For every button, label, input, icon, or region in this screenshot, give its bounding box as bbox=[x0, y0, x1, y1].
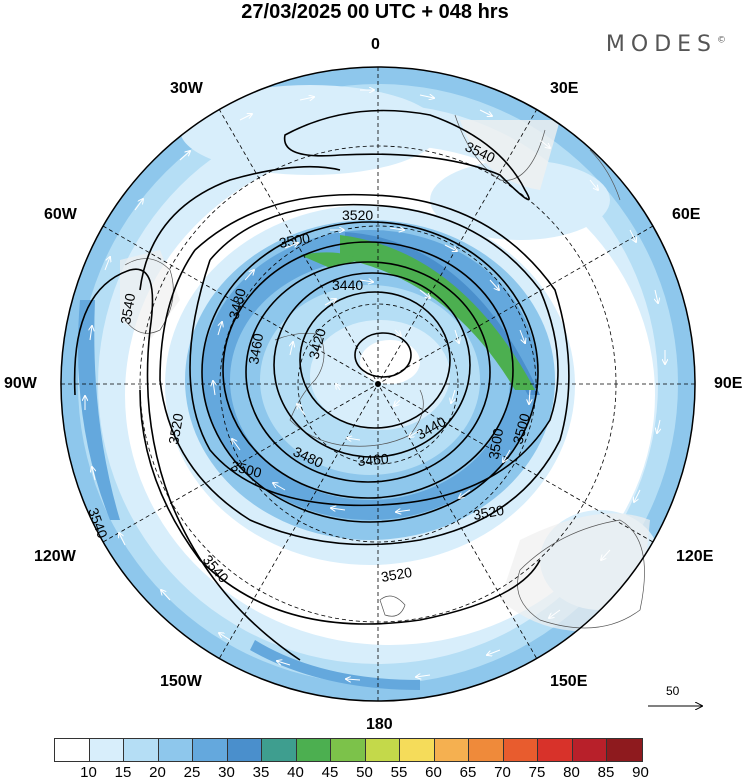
lon-label-150w: 150W bbox=[160, 673, 202, 690]
coastlines bbox=[124, 114, 645, 629]
colorbar-swatch bbox=[572, 739, 607, 761]
colorbar-tick-label: 15 bbox=[114, 764, 132, 781]
colorbar-tick-label: 80 bbox=[563, 764, 580, 781]
polar-map: 3540 3520 3500 3480 3460 3440 3420 3520 … bbox=[60, 66, 750, 740]
svg-text:3440: 3440 bbox=[332, 277, 363, 293]
wind-scale-label: 50 bbox=[666, 684, 680, 698]
colorbar-swatch bbox=[538, 739, 573, 761]
svg-text:3500: 3500 bbox=[485, 427, 506, 461]
colorbar-swatch bbox=[365, 739, 400, 761]
lon-label-60e: 60E bbox=[672, 206, 701, 223]
lon-label-30w: 30W bbox=[170, 80, 203, 97]
colorbar-swatch bbox=[607, 739, 642, 761]
lon-label-90w: 90W bbox=[4, 375, 37, 392]
colorbar-swatch bbox=[227, 739, 262, 761]
colorbar-swatch bbox=[469, 739, 504, 761]
lon-label-180: 180 bbox=[366, 716, 393, 733]
lon-label-30e: 30E bbox=[550, 80, 579, 97]
svg-text:3420: 3420 bbox=[305, 326, 329, 360]
svg-text:3520: 3520 bbox=[380, 564, 414, 585]
map-boundary bbox=[60, 66, 696, 702]
colorbar-swatch bbox=[503, 739, 538, 761]
south-pole-marker bbox=[375, 381, 381, 387]
colorbar-tick-label: 75 bbox=[528, 764, 546, 781]
colorbar-tick-label: 30 bbox=[218, 764, 235, 781]
lon-label-60w: 60W bbox=[44, 206, 77, 223]
map-title: 27/03/2025 00 UTC + 048 hrs bbox=[241, 1, 509, 23]
colorbar-tick-label: 35 bbox=[252, 764, 270, 781]
svg-text:3500: 3500 bbox=[278, 230, 312, 251]
svg-text:3520: 3520 bbox=[165, 412, 186, 446]
colorbar-tick-label: 20 bbox=[149, 764, 166, 781]
colorbar-tick-label: 70 bbox=[494, 764, 511, 781]
colorbar-swatch bbox=[193, 739, 228, 761]
colorbar-tick-label: 55 bbox=[390, 764, 408, 781]
colorbar-tick-label: 10 bbox=[80, 764, 97, 781]
svg-text:3480: 3480 bbox=[225, 286, 249, 320]
svg-text:3460: 3460 bbox=[245, 332, 266, 366]
colorbar-tick-label: 50 bbox=[356, 764, 373, 781]
colorbar-swatch bbox=[158, 739, 193, 761]
svg-text:3540: 3540 bbox=[117, 292, 138, 326]
brand-logo: MODES© bbox=[605, 32, 726, 57]
colorbar-tick-label: 65 bbox=[459, 764, 477, 781]
svg-text:3520: 3520 bbox=[342, 207, 373, 223]
colorbar-swatch bbox=[262, 739, 297, 761]
colorbar-swatch bbox=[55, 739, 90, 761]
svg-text:3460: 3460 bbox=[357, 450, 390, 469]
svg-text:3500: 3500 bbox=[509, 411, 533, 445]
colorbar-tick-label: 45 bbox=[321, 764, 339, 781]
svg-text:3500: 3500 bbox=[229, 457, 263, 481]
lon-label-0: 0 bbox=[371, 36, 380, 53]
lon-label-90e: 90E bbox=[714, 375, 743, 392]
colorbar-tick-label: 60 bbox=[425, 764, 442, 781]
svg-text:3520: 3520 bbox=[472, 502, 506, 523]
lon-label-150e: 150E bbox=[550, 673, 588, 690]
colorbar-swatch bbox=[124, 739, 159, 761]
colorbar-swatch bbox=[400, 739, 435, 761]
colorbar-swatch bbox=[296, 739, 331, 761]
colorbar-swatch bbox=[89, 739, 124, 761]
colorbar-tick-label: 25 bbox=[183, 764, 201, 781]
colorbar-tick-label: 85 bbox=[597, 764, 615, 781]
colorbar-swatch bbox=[331, 739, 366, 761]
lon-label-120w: 120W bbox=[34, 548, 76, 565]
colorbar-tick-label: 90 bbox=[632, 764, 649, 781]
colorbar bbox=[54, 738, 643, 762]
wind-vectors bbox=[85, 90, 665, 680]
height-contours bbox=[73, 109, 570, 661]
colorbar-tick-label: 40 bbox=[287, 764, 304, 781]
colorbar-swatch bbox=[434, 739, 469, 761]
lon-label-120e: 120E bbox=[676, 548, 714, 565]
